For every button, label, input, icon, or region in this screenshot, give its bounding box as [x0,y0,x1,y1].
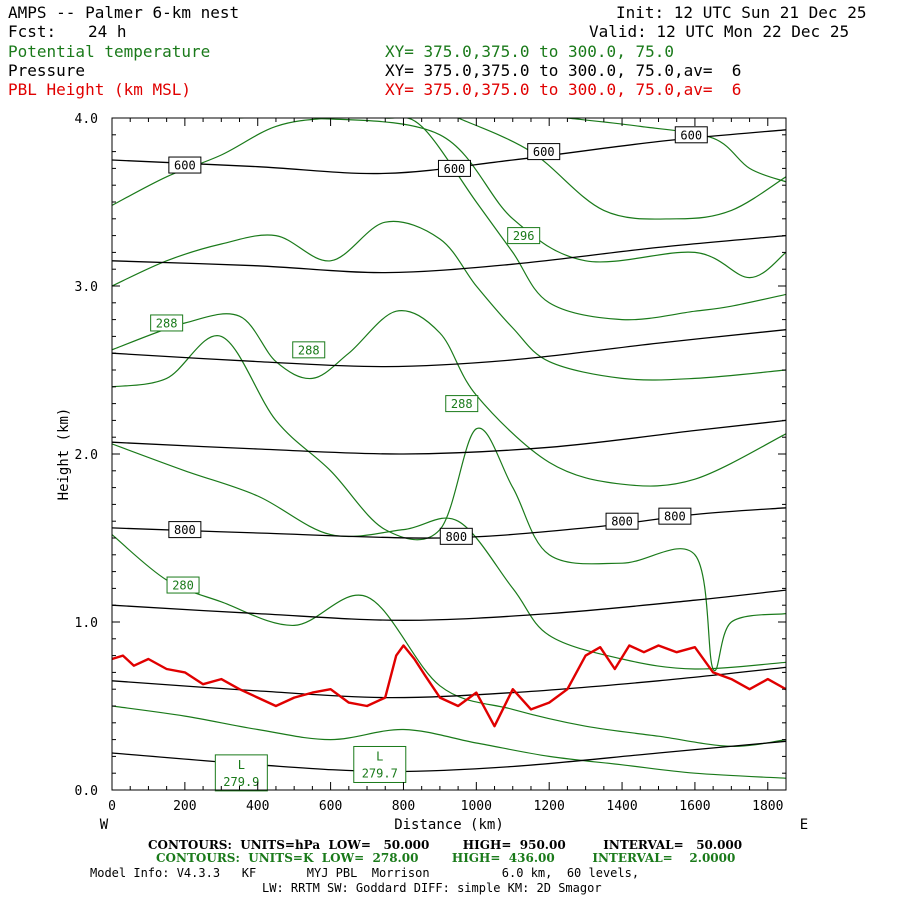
y-tick-label: 1.0 [75,616,98,631]
pressure-contour-650 [112,234,786,274]
theta-contour-3 [112,335,786,672]
x-tick-label: 400 [246,799,269,814]
pressure-contour-800 [112,507,786,539]
pressure-label-6-box [605,512,639,530]
field-pbl-height: PBL Height (km MSL) [8,80,192,99]
pressure-contour-900 [112,666,786,699]
theta-label-1: 288 [156,316,178,330]
pressure-contour-950 [112,740,786,773]
pressure-label-7: 800 [664,510,686,524]
y-axis-label: Height (km) [56,408,72,501]
low-value-1: 279.7 [362,766,398,780]
pbl-height-line [112,644,786,728]
theta-contour-9 [567,118,786,183]
x-tick-label: 1800 [752,799,783,814]
footer-physics: LW: RRTM SW: Goddard DIFF: simple KM: 2D… [262,881,602,895]
theta-label-0-box [507,227,541,245]
valid-time: Valid: 12 UTC Mon 22 Dec 25 [589,22,850,41]
chart-title: AMPS -- Palmer 6-km nest [8,3,240,22]
pressure-label-2: 600 [533,145,555,159]
pressure-contour-700 [112,329,786,368]
pressure-label-7-box [658,507,692,525]
low-value-0: 279.9 [223,775,259,789]
pressure-contour-750 [112,419,786,455]
fcst-label: Fcst: [8,22,57,41]
theta-label-3-box [445,395,479,413]
theta-label-2: 288 [298,343,320,357]
x-axis-east-label: E [800,817,808,833]
pressure-label-3: 600 [680,128,702,142]
pressure-label-6: 800 [611,515,633,529]
x-tick-label: 1000 [461,799,492,814]
x-tick-label: 600 [319,799,342,814]
theta-contour-8 [457,118,786,220]
low-box-0 [214,754,268,792]
theta-label-4: 280 [172,579,194,593]
theta-label-2-box [292,341,326,359]
y-tick-label: 4.0 [75,112,98,127]
xy-theta: XY= 375.0,375.0 to 300.0, 75.0 [385,42,674,61]
low-box-1 [353,745,407,783]
theta-label-0: 296 [513,229,535,243]
footer-contours-theta: CONTOURS: UNITS=K LOW= 278.00 HIGH= 436.… [156,851,736,865]
pressure-label-4: 800 [174,523,196,537]
pressure-contour-850 [112,589,786,621]
x-tick-label: 800 [392,799,415,814]
x-tick-label: 1200 [534,799,565,814]
low-marker-0: L [238,758,245,772]
x-tick-label: 1600 [679,799,710,814]
x-tick-label: 1400 [606,799,637,814]
field-potential-temperature: Potential temperature [8,42,211,61]
theta-label-3: 288 [451,397,473,411]
theta-label-4-box [166,576,200,594]
field-pressure: Pressure [8,61,86,80]
xy-pbl: XY= 375.0,375.0 to 300.0, 75.0,av= 6 [385,80,742,99]
y-tick-label: 2.0 [75,448,98,463]
pressure-label-3-box [674,126,708,144]
fcst-value: 24 h [88,22,127,41]
x-tick-label: 200 [173,799,196,814]
y-tick-label: 0.0 [75,784,98,799]
footer-model-info: Model Info: V4.3.3 KF MYJ PBL Morrison 6… [90,866,640,880]
pressure-label-0-box [168,156,202,174]
x-axis-west-label: W [100,817,109,833]
x-tick-label: 0 [108,799,116,814]
pressure-label-0: 600 [174,159,196,173]
theta-contour-2 [112,443,786,670]
x-axis-label: Distance (km) [394,817,504,833]
theta-label-1-box [150,314,184,332]
pressure-label-1-box [437,159,471,177]
pressure-label-5-box [439,527,473,545]
footer-contours-pressure: CONTOURS: UNITS=hPa LOW= 50.000 HIGH= 95… [148,838,743,852]
pressure-label-2-box [527,143,561,161]
y-tick-label: 3.0 [75,280,98,295]
init-time: Init: 12 UTC Sun 21 Dec 25 [616,3,867,22]
pressure-label-5: 800 [445,530,467,544]
theta-contour-4 [112,309,786,487]
theta-contour-5 [112,220,786,381]
pressure-label-1: 600 [444,162,466,176]
theta-contour-1 [112,534,786,747]
pressure-label-4-box [168,521,202,539]
theta-contour-0 [112,705,786,779]
low-marker-1: L [376,749,383,763]
xy-pressure: XY= 375.0,375.0 to 300.0, 75.0,av= 6 [385,61,742,80]
